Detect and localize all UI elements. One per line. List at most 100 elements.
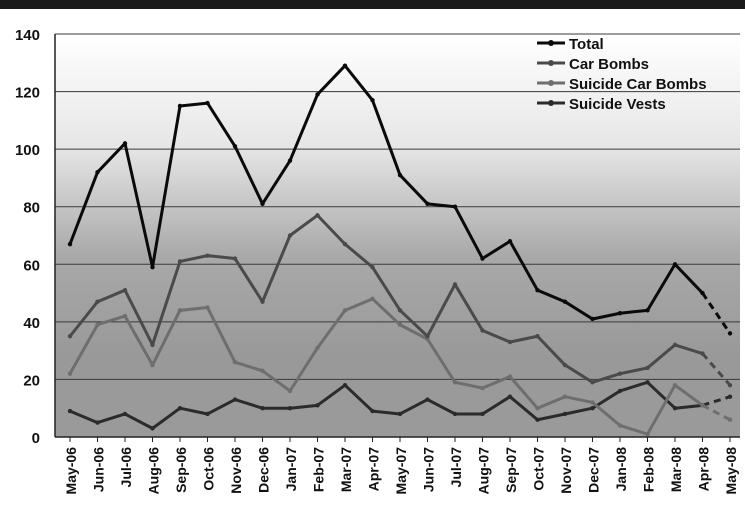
data-point — [480, 328, 485, 333]
data-point — [562, 362, 568, 368]
data-point — [397, 172, 403, 178]
data-point — [480, 411, 485, 417]
x-tick-label: Mar-08 — [668, 447, 684, 492]
data-point — [590, 406, 595, 411]
data-point — [287, 388, 293, 394]
data-point — [342, 308, 348, 313]
data-point — [617, 423, 623, 428]
data-point — [397, 411, 403, 417]
data-point — [232, 359, 238, 365]
data-point — [672, 406, 678, 411]
y-axis: 0 20 40 60 80 100 120 140 — [15, 27, 56, 447]
x-tick-label: Sep-06 — [173, 447, 189, 493]
data-point — [95, 299, 100, 304]
data-point — [645, 308, 650, 313]
x-tick-label: Jan-07 — [283, 447, 299, 492]
x-tick-label: Aug-06 — [146, 447, 162, 495]
data-point — [177, 259, 183, 264]
series-line — [68, 297, 704, 436]
x-tick-label: May-06 — [63, 447, 79, 495]
y-tick-label: 80 — [23, 200, 40, 217]
data-point — [727, 331, 733, 336]
x-tick-label: Nov-06 — [228, 447, 244, 494]
data-point — [672, 382, 678, 388]
data-point — [342, 241, 348, 247]
data-point — [67, 408, 73, 414]
data-point — [452, 380, 458, 385]
legend-marker — [548, 60, 554, 66]
data-point — [150, 362, 155, 368]
data-point — [370, 296, 375, 302]
top-border-bar — [0, 0, 745, 9]
x-tick-label: Jul-06 — [118, 447, 134, 488]
data-point — [452, 204, 458, 209]
data-point — [480, 256, 485, 261]
data-point — [315, 345, 320, 350]
x-tick-label: Jan-08 — [613, 447, 629, 492]
data-point — [507, 339, 513, 345]
data-point — [205, 253, 210, 258]
data-point — [150, 264, 155, 270]
data-point — [232, 397, 238, 402]
data-point — [342, 63, 348, 68]
x-tick-label: Nov-07 — [558, 447, 574, 494]
data-point — [232, 144, 238, 149]
x-tick-label: Jul-07 — [448, 447, 464, 488]
data-point — [122, 141, 128, 146]
x-tick-label: May-08 — [723, 447, 739, 495]
series-projection — [701, 292, 732, 335]
plot-area — [55, 34, 740, 437]
data-point — [425, 334, 430, 339]
data-point — [315, 403, 320, 408]
x-tick-label: Apr-08 — [696, 447, 712, 492]
data-point — [232, 256, 238, 261]
data-point — [287, 158, 293, 163]
data-point — [425, 201, 430, 207]
data-point — [260, 201, 265, 207]
x-tick-label: Sep-07 — [503, 447, 519, 493]
series-line — [68, 64, 704, 321]
data-point — [727, 417, 733, 422]
x-tick-label: Jun-06 — [91, 447, 107, 492]
data-point — [397, 322, 403, 327]
x-tick-label: Dec-07 — [586, 447, 602, 493]
data-point — [535, 417, 540, 422]
legend-marker — [548, 40, 554, 46]
data-point — [150, 426, 155, 431]
data-point — [727, 382, 733, 388]
x-tick-label: Dec-06 — [256, 447, 272, 493]
legend-label: Total — [569, 36, 604, 53]
legend-label: Car Bombs — [569, 56, 649, 73]
data-point — [95, 169, 100, 175]
data-point — [507, 374, 513, 379]
x-tick-label: Feb-08 — [641, 447, 657, 492]
data-point — [700, 290, 705, 296]
data-point — [700, 403, 705, 408]
data-point — [727, 394, 733, 399]
data-point — [452, 411, 458, 417]
data-point — [150, 342, 155, 348]
data-point — [177, 103, 183, 109]
x-tick-label: Mar-07 — [338, 447, 354, 492]
data-point — [645, 380, 650, 385]
series-lines — [67, 63, 733, 437]
data-point — [507, 239, 513, 244]
data-point — [370, 98, 375, 103]
data-point — [562, 394, 568, 399]
data-point — [122, 313, 128, 319]
data-point — [287, 233, 293, 238]
data-point — [617, 371, 623, 376]
data-point — [122, 287, 128, 293]
legend-label: Suicide Car Bombs — [569, 76, 707, 93]
y-tick-label: 60 — [23, 257, 40, 274]
x-tick-label: Oct-06 — [201, 447, 217, 491]
x-axis: May-06 Jun-06 Jul-06 Aug-06 Sep-06 Oct-06 Nov-… — [55, 436, 740, 495]
data-point — [700, 351, 705, 356]
data-point — [205, 411, 210, 417]
legend-marker — [548, 80, 554, 86]
y-tick-label: 120 — [15, 85, 40, 102]
data-point — [315, 92, 320, 97]
data-point — [315, 213, 320, 218]
x-tick-label: Feb-07 — [311, 447, 327, 492]
y-tick-label: 0 — [32, 430, 40, 447]
